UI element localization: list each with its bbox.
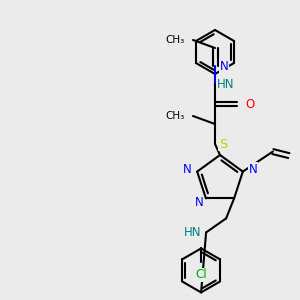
Text: N: N xyxy=(182,163,191,176)
Text: O: O xyxy=(245,98,254,110)
Text: Cl: Cl xyxy=(195,268,207,281)
Text: CH₃: CH₃ xyxy=(166,111,185,121)
Text: N: N xyxy=(249,163,258,176)
Text: N: N xyxy=(220,59,229,73)
Text: CH₃: CH₃ xyxy=(166,35,185,45)
Text: HN: HN xyxy=(184,226,201,239)
Text: S: S xyxy=(219,137,227,151)
Text: N: N xyxy=(195,196,204,209)
Text: HN: HN xyxy=(217,77,235,91)
